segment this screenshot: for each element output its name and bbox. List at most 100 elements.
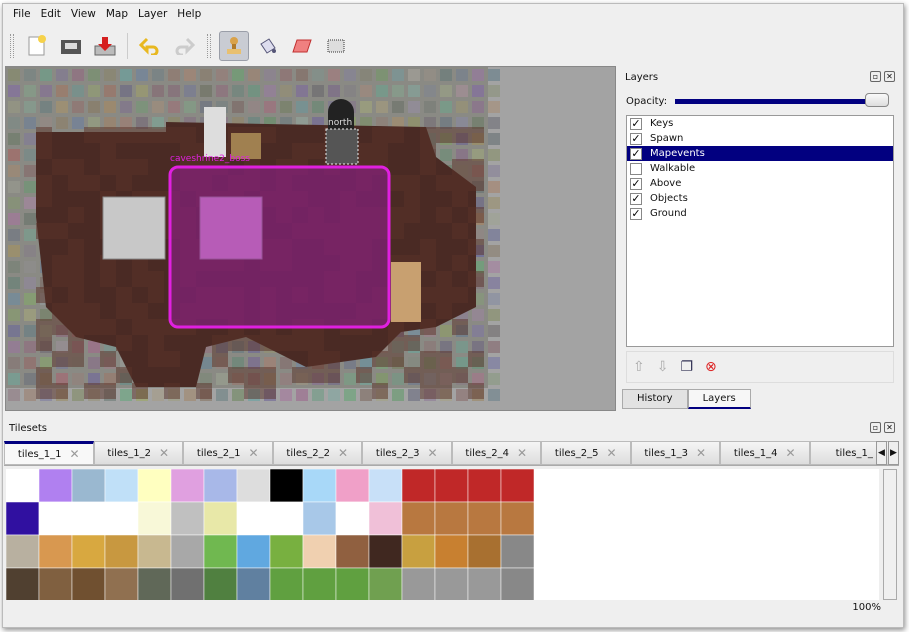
floor-tile — [36, 335, 52, 351]
close-tab-icon[interactable]: ✕ — [159, 446, 170, 460]
tileset-tab[interactable]: tiles_2_2 ✕ — [272, 441, 362, 465]
tileset-scrollbar[interactable] — [883, 469, 897, 600]
menu-map[interactable]: Map — [105, 8, 129, 20]
move-layer-down-icon[interactable]: ⇩ — [656, 359, 669, 375]
rock-tile — [8, 277, 20, 289]
float-icon[interactable]: ▫ — [870, 422, 881, 433]
rock-tile — [56, 69, 68, 81]
layer-item[interactable]: ✓ Objects — [627, 191, 893, 206]
opacity-slider-handle[interactable] — [865, 93, 890, 107]
rock-tile — [24, 213, 36, 225]
close-tab-icon[interactable]: ✕ — [69, 447, 80, 461]
close-icon[interactable]: ✕ — [884, 71, 895, 82]
tileset-tab[interactable]: tiles_1_3 ✕ — [630, 441, 720, 465]
close-tab-icon[interactable]: ✕ — [606, 446, 617, 460]
layer-visibility-checkbox[interactable]: ✓ — [630, 191, 642, 205]
tileset-tab[interactable]: tiles_1_4 ✕ — [720, 441, 810, 465]
layer-visibility-checkbox[interactable]: ✓ — [630, 131, 642, 145]
tile — [6, 567, 40, 600]
rect-select-icon[interactable] — [321, 31, 351, 61]
menu-layer[interactable]: Layer — [138, 8, 168, 20]
rock-tile — [312, 389, 324, 401]
layer-item[interactable]: ✓ Keys — [627, 116, 893, 131]
layer-visibility-checkbox[interactable]: ✓ — [630, 146, 642, 160]
layer-item[interactable]: ✓ Above — [627, 176, 893, 191]
layer-item[interactable]: ✓ Mapevents — [627, 146, 893, 161]
redo-icon[interactable] — [169, 31, 199, 61]
rock-tile — [376, 69, 388, 81]
rock-tile — [472, 85, 484, 97]
menu-edit[interactable]: Edit — [40, 8, 61, 20]
tileset-tab[interactable]: tiles_2_1 ✕ — [183, 441, 273, 465]
scroll-tabs-right-icon[interactable]: ▶ — [888, 441, 899, 465]
menu-file[interactable]: File — [13, 8, 31, 20]
undo-icon[interactable] — [135, 31, 165, 61]
rock-tile — [24, 101, 36, 113]
duplicate-layer-icon[interactable]: ❐ — [680, 359, 694, 375]
tileset-tab[interactable]: tiles_2_4 ✕ — [451, 441, 541, 465]
layer-visibility-checkbox[interactable] — [630, 162, 642, 175]
tileset-tab-label: tiles_1_1 — [17, 448, 62, 460]
layer-visibility-checkbox[interactable]: ✓ — [630, 176, 642, 190]
rock-tile — [472, 117, 484, 129]
map-tiles[interactable]: caveshrine2_boss north — [6, 67, 616, 411]
move-layer-up-icon[interactable]: ⇧ — [633, 359, 645, 375]
close-tab-icon[interactable]: ✕ — [785, 446, 796, 460]
close-tab-icon[interactable]: ✕ — [427, 446, 438, 460]
rock-tile — [472, 341, 484, 353]
rock-tile — [24, 373, 36, 385]
new-file-icon[interactable] — [22, 31, 52, 61]
rock-tile — [456, 117, 468, 129]
close-tab-icon[interactable]: ✕ — [338, 446, 349, 460]
menu-view[interactable]: View — [70, 8, 96, 20]
tile — [137, 501, 172, 536]
bucket-fill-icon[interactable] — [253, 31, 283, 61]
tileset-tab[interactable]: tiles_2_3 ✕ — [362, 441, 452, 465]
layer-visibility-checkbox[interactable]: ✓ — [630, 206, 642, 220]
rock-tile — [408, 85, 420, 97]
layer-item[interactable]: ✓ Spawn — [627, 131, 893, 146]
tab-history[interactable]: History — [622, 389, 688, 409]
floor-tile — [132, 159, 148, 175]
toolbar-grip[interactable] — [207, 34, 211, 58]
floor-tile — [420, 383, 436, 399]
toolbar-grip[interactable] — [10, 34, 14, 58]
open-folder-icon[interactable] — [56, 31, 86, 61]
close-icon[interactable]: ✕ — [884, 422, 895, 433]
tileset-tab[interactable]: tiles_1_2 ✕ — [93, 441, 183, 465]
floor-tile — [52, 303, 68, 319]
rock-tile — [488, 293, 500, 305]
layer-visibility-checkbox[interactable]: ✓ — [630, 116, 642, 130]
scroll-tabs-left-icon[interactable]: ◀ — [876, 441, 887, 465]
close-tab-icon[interactable]: ✕ — [517, 446, 528, 460]
floor-tile — [52, 223, 68, 239]
tileset-tiles[interactable] — [6, 469, 879, 600]
close-tab-icon[interactable]: ✕ — [696, 446, 707, 460]
close-tab-icon[interactable]: ✕ — [248, 446, 259, 460]
opacity-slider[interactable] — [675, 93, 890, 107]
tileset-tab[interactable]: tiles_2_5 ✕ — [541, 441, 631, 465]
map-canvas[interactable]: caveshrine2_boss north — [5, 66, 616, 411]
stamp-brush-icon[interactable] — [219, 31, 249, 61]
tab-layers[interactable]: Layers — [687, 389, 751, 409]
floor-tile — [260, 367, 276, 383]
menu-help[interactable]: Help — [177, 8, 202, 20]
floor-tile — [68, 207, 84, 223]
rock-tile — [440, 101, 452, 113]
layer-item[interactable]: ✓ Ground — [627, 206, 893, 221]
float-icon[interactable]: ▫ — [870, 71, 881, 82]
rock-tile — [8, 261, 20, 273]
layer-item[interactable]: Walkable — [627, 161, 893, 176]
rock-tile — [168, 69, 180, 81]
event-label-boss: caveshrine2_boss — [170, 154, 250, 164]
remove-layer-icon[interactable]: ⊗ — [705, 359, 717, 375]
tileset-tab[interactable]: tiles_1_1 ✕ — [4, 441, 94, 465]
floor-tile — [372, 383, 388, 399]
tile — [302, 567, 337, 600]
rock-tile — [328, 85, 340, 97]
save-icon[interactable] — [90, 31, 120, 61]
rock-tile — [312, 69, 324, 81]
eraser-icon[interactable] — [287, 31, 317, 61]
tileset-view[interactable] — [6, 469, 879, 600]
rock-tile — [232, 101, 244, 113]
